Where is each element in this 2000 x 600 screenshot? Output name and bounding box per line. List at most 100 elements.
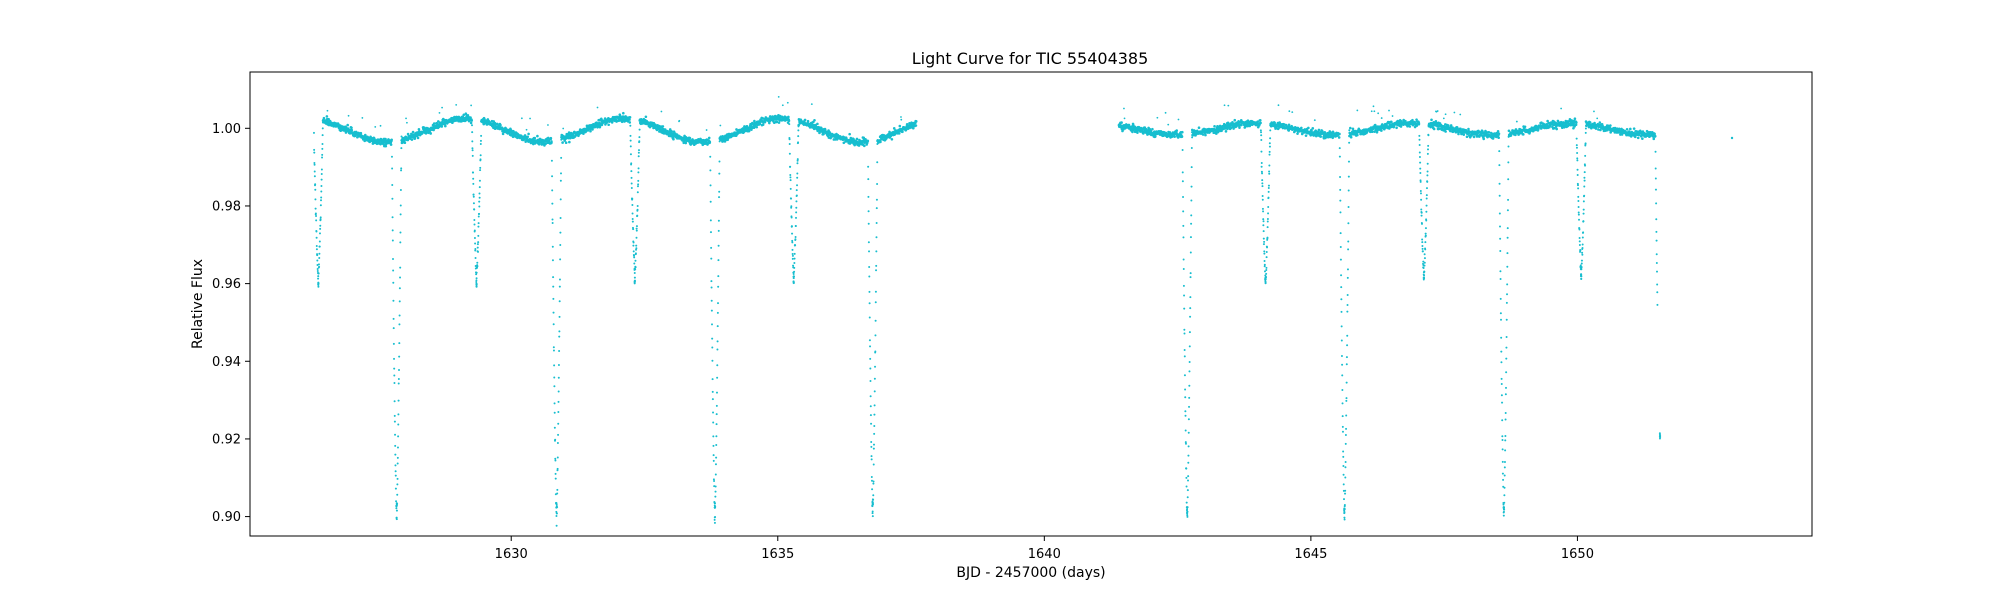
data-point	[631, 204, 634, 206]
data-point	[1467, 127, 1470, 131]
data-point	[551, 175, 554, 178]
data-point	[1653, 134, 1657, 138]
data-point	[1344, 460, 1347, 463]
data-point	[1238, 126, 1241, 129]
data-point	[1580, 268, 1583, 271]
data-point	[1654, 188, 1657, 191]
data-point	[1501, 460, 1504, 463]
data-point	[1579, 249, 1582, 252]
data-point	[1584, 131, 1587, 134]
data-point	[395, 518, 398, 521]
data-point	[1188, 396, 1191, 399]
data-point	[629, 134, 632, 137]
data-point	[712, 411, 715, 414]
data-point	[863, 144, 866, 148]
data-point	[499, 123, 502, 127]
data-point	[1420, 208, 1423, 211]
data-point	[1266, 246, 1269, 249]
data-point	[1181, 130, 1184, 134]
data-point	[552, 285, 555, 288]
data-point	[866, 139, 870, 143]
data-point	[1263, 259, 1266, 262]
data-point	[1653, 132, 1656, 136]
data-point	[1223, 104, 1226, 107]
data-point	[790, 205, 793, 208]
data-point	[712, 435, 715, 438]
data-point	[438, 111, 441, 114]
data-point	[1347, 205, 1350, 208]
data-point	[1421, 238, 1424, 241]
data-point	[1190, 214, 1193, 217]
data-point	[476, 261, 479, 264]
data-point	[568, 140, 571, 144]
data-point	[715, 413, 718, 416]
data-point	[1345, 363, 1348, 366]
data-point	[1583, 171, 1586, 174]
data-point	[790, 206, 793, 209]
data-point	[1268, 153, 1271, 156]
data-point	[631, 212, 634, 215]
data-point	[1171, 135, 1174, 138]
data-point	[1424, 234, 1427, 237]
data-point	[553, 411, 556, 414]
data-point	[472, 193, 475, 196]
data-point	[1356, 133, 1359, 137]
data-point	[1399, 125, 1403, 128]
data-point	[478, 186, 481, 189]
data-point	[1340, 354, 1343, 357]
data-point	[717, 285, 720, 288]
data-point	[416, 136, 420, 140]
data-point	[868, 266, 871, 268]
data-point	[1580, 265, 1583, 268]
data-point	[718, 160, 721, 163]
data-point	[1184, 429, 1187, 432]
data-point	[1588, 121, 1592, 124]
data-point	[874, 319, 877, 322]
data-point	[1502, 478, 1505, 481]
data-point	[1581, 243, 1584, 246]
data-point	[1341, 425, 1344, 428]
data-point	[319, 224, 322, 227]
data-point	[315, 236, 318, 239]
data-point	[1341, 363, 1344, 366]
data-point	[711, 359, 714, 362]
data-point	[319, 204, 322, 207]
data-point	[314, 212, 317, 215]
data-point	[558, 300, 561, 303]
data-point	[472, 195, 475, 198]
data-point	[713, 504, 716, 507]
data-point	[1260, 131, 1263, 134]
data-point	[797, 129, 800, 132]
data-point	[1582, 231, 1585, 234]
data-point	[1419, 192, 1422, 195]
data-point	[394, 433, 397, 436]
data-point	[715, 391, 718, 394]
data-point	[872, 447, 875, 450]
data-point	[791, 248, 794, 251]
data-point	[1190, 222, 1193, 225]
data-point	[1263, 252, 1266, 255]
data-point	[793, 257, 796, 260]
data-point	[1500, 394, 1503, 397]
data-point	[791, 254, 794, 257]
data-point	[474, 242, 477, 245]
data-point	[410, 138, 414, 141]
data-point	[1582, 220, 1585, 223]
data-point	[1421, 247, 1424, 250]
data-point	[1345, 356, 1348, 359]
data-point	[1577, 187, 1580, 190]
data-point	[536, 134, 539, 138]
data-point	[1420, 214, 1423, 217]
data-point	[1182, 284, 1185, 287]
data-point	[559, 216, 562, 219]
data-point	[558, 285, 561, 288]
data-point	[1187, 445, 1190, 448]
data-point	[775, 120, 779, 124]
data-point	[318, 265, 321, 268]
data-point	[1500, 336, 1503, 339]
data-point	[1263, 265, 1266, 268]
data-point	[1501, 401, 1504, 404]
data-point	[1625, 128, 1629, 131]
data-point	[1432, 127, 1436, 131]
data-point	[558, 330, 561, 333]
